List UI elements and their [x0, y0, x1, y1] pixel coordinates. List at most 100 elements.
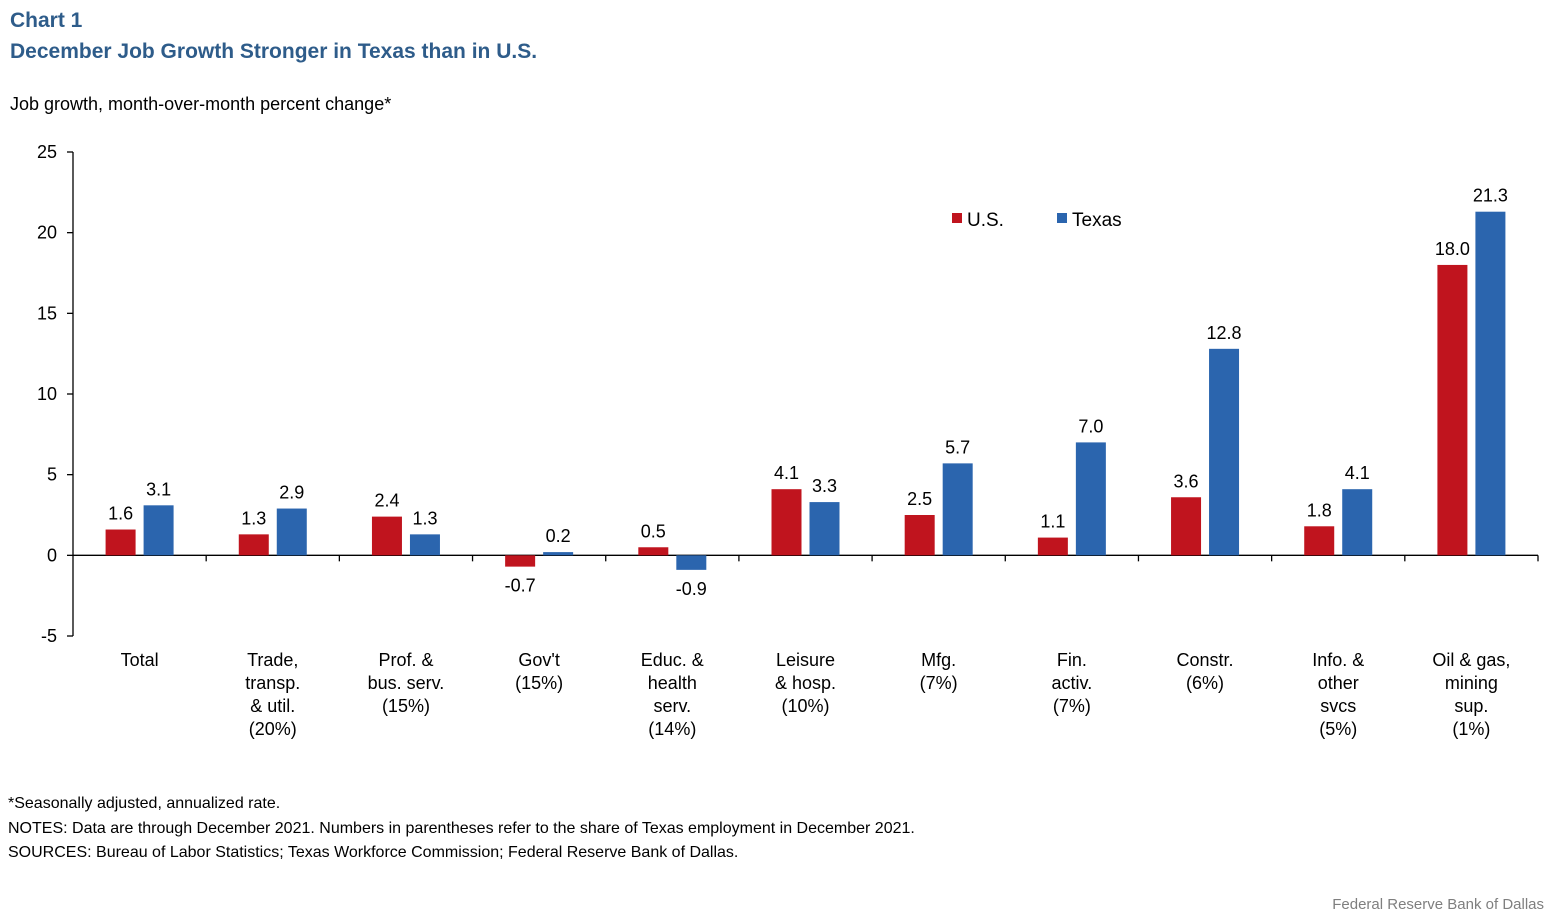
bar-texas: [1475, 211, 1506, 556]
category-label-line: activ.: [1052, 673, 1093, 693]
data-label-us: 4.1: [774, 463, 799, 483]
source-credit: Federal Reserve Bank of Dallas: [1332, 896, 1544, 913]
category-label-line: (10%): [781, 696, 829, 716]
category-label-line: Total: [121, 650, 159, 670]
category-label-line: sup.: [1454, 696, 1488, 716]
category-label-line: mining: [1445, 673, 1498, 693]
bar-texas: [1209, 348, 1240, 556]
bar-us: [771, 489, 802, 556]
bar-us: [238, 534, 269, 556]
footnote-notes: NOTES: Data are through December 2021. N…: [8, 819, 915, 837]
category-label-line: Prof. &: [378, 650, 433, 670]
y-tick-label: 15: [37, 303, 57, 323]
data-label-us: 2.5: [907, 489, 932, 509]
data-label-texas: 2.9: [279, 483, 304, 503]
category-label: Oil & gas, mining sup. (1%): [1432, 650, 1510, 739]
data-label-texas: 21.3: [1473, 186, 1508, 206]
category-label-line: Educ. &: [641, 650, 704, 670]
bar-texas: [676, 555, 707, 570]
category-label: Gov't (15%): [515, 650, 563, 693]
category-label: Constr. (6%): [1177, 650, 1234, 693]
data-label-texas: 3.1: [146, 479, 171, 499]
category-label: Prof. & bus. serv. (15%): [368, 650, 445, 716]
data-label-texas: 5.7: [945, 437, 970, 457]
category-label: Mfg. (7%): [920, 650, 958, 693]
y-tick-label: 20: [37, 223, 57, 243]
category-label-line: (5%): [1319, 719, 1357, 739]
data-label-us: 1.6: [108, 504, 133, 524]
data-label-us: 2.4: [374, 491, 399, 511]
bar-texas: [1342, 489, 1373, 556]
data-label-texas: 3.3: [812, 476, 837, 496]
category-label-line: (14%): [648, 719, 696, 739]
footnotes: *Seasonally adjusted, annualized rate. N…: [8, 792, 915, 866]
data-label-us: 1.3: [241, 508, 266, 528]
category-label: Leisure & hosp. (10%): [775, 650, 836, 716]
category-label: Info. & other svcs (5%): [1312, 650, 1364, 739]
category-label-line: other: [1318, 673, 1359, 693]
footnote-seasonal: *Seasonally adjusted, annualized rate.: [8, 795, 281, 812]
category-label-line: Fin.: [1057, 650, 1087, 670]
category-label-line: Oil & gas,: [1432, 650, 1510, 670]
chart-number: Chart 1: [10, 9, 83, 32]
category-label-line: (20%): [249, 719, 297, 739]
category-label-line: & util.: [250, 696, 295, 716]
category-labels: Total Trade, transp. & util. (20%) Prof. & bus…: [121, 650, 1511, 739]
category-label: Fin. activ. (7%): [1052, 650, 1093, 716]
data-label-texas: 7.0: [1078, 416, 1103, 436]
bar-us: [1171, 497, 1202, 556]
category-label-line: (7%): [1053, 696, 1091, 716]
bar-texas: [942, 463, 973, 556]
data-labels: 1.6 1.3 2.4 -0.7 0.5 4.1 2.5 1.1 3.6 1.8 18.0 3.1 2.…: [108, 186, 1508, 599]
category-label-line: (15%): [515, 673, 563, 693]
category-label-line: Info. &: [1312, 650, 1364, 670]
category-label-line: & hosp.: [775, 673, 836, 693]
bar-us: [904, 515, 935, 556]
axes: -5 0 5 10 15 20 25: [37, 142, 1539, 646]
y-tick-label: 10: [37, 384, 57, 404]
category-label-line: transp.: [245, 673, 300, 693]
bar-texas: [543, 552, 574, 556]
bar-us: [371, 516, 402, 556]
data-label-texas: 1.3: [412, 508, 437, 528]
y-tick-label: -5: [41, 626, 57, 646]
data-label-us: -0.7: [505, 576, 536, 596]
category-label-line: svcs: [1320, 696, 1356, 716]
data-label-texas: 12.8: [1207, 323, 1242, 343]
category-label: Educ. & health serv. (14%): [641, 650, 704, 739]
legend: U.S. Texas: [952, 210, 1122, 231]
category-label-line: Leisure: [776, 650, 835, 670]
category-label-line: Constr.: [1177, 650, 1234, 670]
bar-texas: [809, 502, 840, 556]
y-tick-label: 0: [47, 545, 57, 565]
data-label-texas: 0.2: [546, 526, 571, 546]
legend-label-texas: Texas: [1072, 210, 1122, 231]
category-label-line: bus. serv.: [368, 673, 445, 693]
category-label-line: Trade,: [247, 650, 298, 670]
bar-us: [505, 555, 536, 567]
legend-swatch-us: [952, 213, 962, 223]
category-label-line: (6%): [1186, 673, 1224, 693]
bar-texas: [409, 534, 440, 556]
category-label-line: (1%): [1452, 719, 1490, 739]
category-label: Total: [121, 650, 159, 670]
bar-us: [1304, 526, 1335, 556]
footnote-sources: SOURCES: Bureau of Labor Statistics; Tex…: [8, 844, 739, 861]
category-label-line: (15%): [382, 696, 430, 716]
bar-us: [1437, 264, 1468, 556]
y-tick-label: 5: [47, 465, 57, 485]
chart-title: December Job Growth Stronger in Texas th…: [10, 40, 538, 63]
legend-swatch-texas: [1057, 213, 1067, 223]
bar-texas: [276, 508, 307, 556]
data-label-texas: 4.1: [1345, 463, 1370, 483]
category-label-line: Mfg.: [921, 650, 956, 670]
bar-texas: [1075, 442, 1106, 556]
data-label-texas: -0.9: [676, 579, 707, 599]
category-label: Trade, transp. & util. (20%): [245, 650, 300, 739]
data-label-us: 3.6: [1174, 471, 1199, 491]
bar-texas: [143, 505, 174, 556]
data-label-us: 1.1: [1040, 512, 1065, 532]
bars: [105, 211, 1506, 570]
bar-us: [1037, 537, 1068, 556]
category-label-line: health: [648, 673, 697, 693]
